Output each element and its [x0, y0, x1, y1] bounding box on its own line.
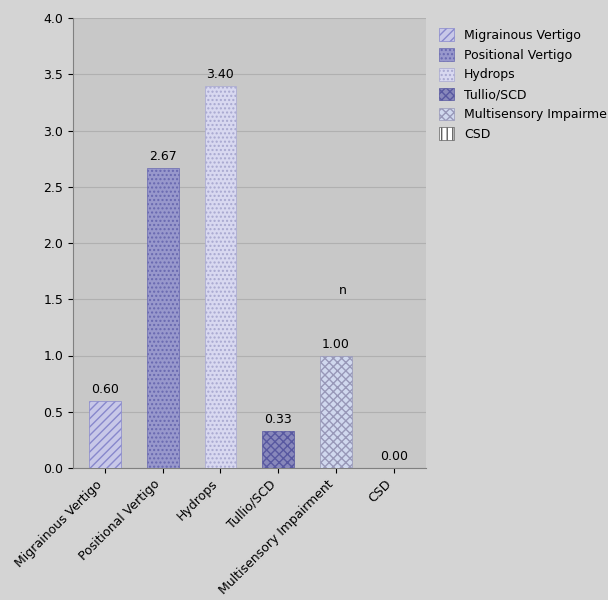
Bar: [204, 85, 237, 468]
Legend: Migrainous Vertigo, Positional Vertigo, Hydrops, Tullio/SCD, Multisensory Impair: Migrainous Vertigo, Positional Vertigo, …: [435, 24, 608, 145]
Text: n: n: [339, 284, 347, 297]
Bar: [147, 167, 179, 468]
Bar: [262, 431, 294, 468]
Bar: [89, 401, 121, 468]
Text: 0.00: 0.00: [379, 451, 408, 463]
Text: 2.67: 2.67: [149, 150, 176, 163]
Text: 1.00: 1.00: [322, 338, 350, 351]
Text: 3.40: 3.40: [207, 68, 234, 81]
Text: 0.33: 0.33: [264, 413, 292, 427]
Bar: [320, 355, 352, 468]
Text: 0.60: 0.60: [91, 383, 119, 396]
